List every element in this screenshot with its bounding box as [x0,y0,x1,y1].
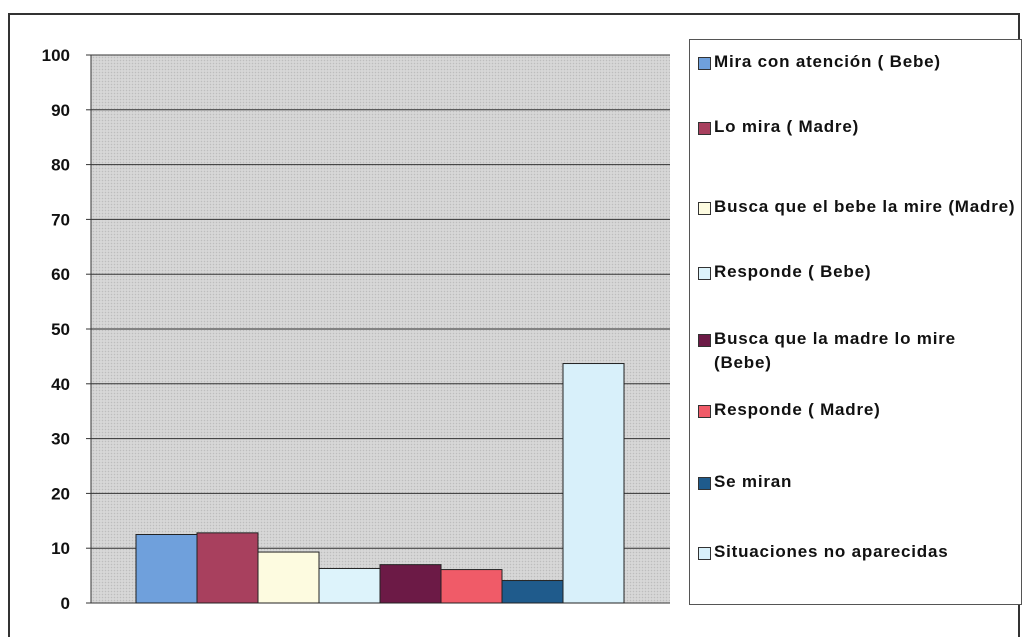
legend: Mira con atención ( Bebe) Lo mira ( Madre… [689,39,1022,605]
y-tick-label: 20 [51,484,70,503]
legend-swatch [698,57,711,70]
legend-swatch [698,547,711,560]
y-tick-label: 90 [51,101,70,120]
legend-item: Busca que la madre lo mire (Bebe) [698,327,1018,375]
legend-swatch [698,405,711,418]
legend-label: Situaciones no aparecidas [714,542,949,561]
y-tick-label: 0 [61,594,70,613]
bar [562,363,625,604]
legend-item: Situaciones no aparecidas [698,540,1018,564]
legend-item: Busca que el bebe la mire (Madre) [698,195,1018,219]
bar [501,580,564,604]
legend-swatch [698,122,711,135]
bar [257,551,320,604]
y-tick-label: 60 [51,265,70,284]
y-tick-label: 40 [51,375,70,394]
bar [135,534,198,604]
legend-label: Busca que la madre lo mire (Bebe) [714,329,956,372]
legend-label: Responde ( Madre) [714,400,881,419]
bar [440,569,503,604]
y-axis: 0 10 20 30 40 50 60 70 80 90 100 [42,46,92,613]
legend-label: Busca que el bebe la mire (Madre) [714,197,1016,216]
legend-item: Lo mira ( Madre) [698,115,1018,139]
y-tick-label: 10 [51,539,70,558]
legend-item: Responde ( Bebe) [698,260,1018,284]
y-tick-label: 50 [51,320,70,339]
y-tick-label: 30 [51,430,70,449]
y-tick-label: 100 [42,46,70,65]
legend-label: Se miran [714,472,793,491]
bars [135,363,625,604]
legend-label: Mira con atención ( Bebe) [714,52,941,71]
y-tick-label: 80 [51,156,70,175]
bar [196,532,259,604]
legend-label: Lo mira ( Madre) [714,117,860,136]
legend-swatch [698,202,711,215]
y-tick-label: 70 [51,210,70,229]
bar [379,564,442,604]
legend-item: Se miran [698,470,1018,494]
legend-swatch [698,267,711,280]
bar [318,567,381,604]
legend-swatch [698,334,711,347]
legend-item: Mira con atención ( Bebe) [698,50,1018,74]
legend-label: Responde ( Bebe) [714,262,872,281]
legend-item: Responde ( Madre) [698,398,1018,422]
legend-swatch [698,477,711,490]
